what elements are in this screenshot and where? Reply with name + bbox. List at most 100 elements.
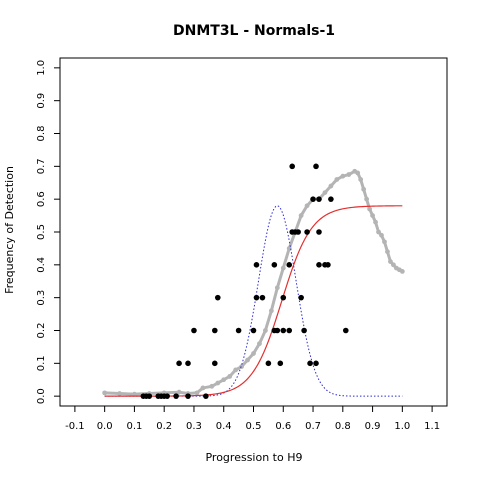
x-tick-label: 0.0 — [97, 421, 113, 432]
detection-point — [250, 327, 257, 334]
smoothed-frequency-point — [340, 173, 346, 179]
x-tick-label: 0.8 — [335, 421, 351, 432]
detection-point — [259, 294, 266, 301]
detection-point — [265, 360, 272, 367]
detection-point — [325, 262, 331, 268]
detection-point — [185, 360, 191, 367]
y-tick-label: 0.7 — [36, 158, 47, 174]
y-tick-label: 0.2 — [36, 323, 47, 339]
detection-point — [304, 229, 310, 235]
x-tick-label: 0.5 — [246, 421, 262, 432]
smoothed-frequency-point — [263, 328, 268, 333]
smoothed-frequency-point — [364, 196, 370, 202]
detection-point — [307, 360, 313, 367]
smoothed-frequency-point — [280, 265, 286, 271]
smoothed-frequency-point — [361, 186, 367, 192]
x-tick-label: 1.0 — [394, 421, 410, 432]
smoothed-frequency-point — [215, 380, 221, 386]
smoothed-frequency-point — [117, 391, 122, 396]
smoothed-frequency-point — [194, 390, 200, 396]
smoothed-frequency-point — [209, 383, 215, 389]
smoothed-frequency-point — [257, 341, 262, 347]
smoothed-frequency-line — [104, 169, 404, 396]
y-tick-label: 0.3 — [36, 290, 47, 306]
smoothed-frequency-point — [388, 259, 393, 264]
x-tick-label: 0.9 — [365, 421, 381, 432]
plot-area — [102, 163, 405, 399]
detection-point — [310, 196, 316, 202]
y-tick-label: 1.0 — [36, 60, 47, 76]
detection-point — [328, 196, 334, 202]
detection-point — [212, 360, 218, 367]
y-tick-label: 0.5 — [36, 224, 47, 240]
smoothed-frequency-point — [358, 177, 364, 182]
smoothed-frequency-point — [227, 374, 233, 379]
detection-point — [316, 262, 322, 268]
y-axis-label: Frequency of Detection — [3, 166, 16, 294]
detection-point — [176, 360, 182, 367]
detection-point — [277, 360, 284, 367]
smoothed-frequency-point — [355, 170, 361, 176]
smoothed-frequency-point — [304, 203, 310, 209]
smoothed-frequency-point — [245, 357, 250, 363]
detection-point — [316, 229, 322, 235]
detection-point — [253, 262, 260, 268]
density-curve — [104, 205, 403, 397]
y-tick-label: 0.1 — [36, 355, 47, 371]
detection-point — [235, 327, 242, 334]
detection-point — [280, 294, 287, 301]
logistic-fit-curve — [104, 205, 403, 397]
detection-point — [146, 393, 153, 399]
detection-point — [286, 327, 293, 334]
y-axis: 0.0 0.1 0.2 0.3 0.4 0.5 0.6 0.7 0.8 0.9 1.0 — [36, 60, 60, 404]
smoothed-frequency-point — [268, 308, 274, 314]
detection-point — [289, 163, 296, 170]
detection-point — [298, 294, 304, 301]
x-tick-label: 0.6 — [275, 421, 291, 432]
detection-point — [313, 163, 319, 170]
detection-point — [212, 327, 218, 334]
y-tick-label: 0.0 — [36, 388, 47, 404]
smoothed-frequency-point — [382, 239, 387, 245]
smoothed-frequency-point — [176, 389, 182, 395]
smoothed-frequency-point — [346, 172, 352, 177]
smoothed-frequency-point — [102, 390, 108, 396]
smoothed-frequency-point — [376, 229, 381, 235]
y-tick-label: 0.6 — [36, 191, 47, 207]
detection-point — [301, 327, 307, 334]
smoothed-frequency-point — [379, 232, 384, 238]
x-tick-label: 0.1 — [126, 421, 142, 432]
smoothed-frequency-point — [132, 391, 137, 397]
smoothed-frequency-point — [274, 285, 280, 291]
x-tick-label: 0.7 — [305, 421, 321, 432]
smoothed-frequency-point — [367, 206, 372, 212]
detection-point — [313, 360, 319, 367]
smoothed-frequency-point — [239, 364, 244, 370]
x-tick-label: 1.1 — [424, 421, 440, 432]
plot-frame — [59, 57, 448, 407]
detection-point — [214, 294, 221, 301]
x-axis: -0.1 0.0 0.1 0.2 0.3 0.4 0.5 0.6 0.7 0.8 0.9 1.0 1.1 — [65, 406, 440, 432]
smoothed-frequency-point — [385, 249, 390, 255]
x-tick-label: 0.4 — [216, 421, 232, 432]
smoothed-frequency-point — [373, 219, 378, 225]
smoothed-frequency-point — [221, 377, 227, 383]
detection-point — [274, 327, 281, 334]
smoothed-frequency-point — [200, 385, 206, 391]
smoothed-frequency-point — [322, 190, 328, 196]
x-tick-label: 0.2 — [156, 421, 172, 432]
smoothed-frequency-point — [399, 268, 405, 274]
smoothed-frequency-point — [251, 351, 256, 356]
x-tick-label: 0.3 — [186, 421, 202, 432]
smoothed-frequency-point — [391, 262, 396, 268]
detection-point — [173, 393, 179, 399]
smoothed-frequency-point — [233, 367, 239, 373]
y-tick-label: 0.4 — [36, 257, 47, 273]
detection-point — [286, 262, 293, 268]
x-axis-label: Progression to H9 — [205, 451, 302, 464]
x-tick-label: -0.1 — [65, 421, 85, 432]
smoothed-frequency-point — [298, 213, 304, 218]
detection-point — [271, 262, 278, 268]
smoothed-frequency-point — [328, 183, 334, 189]
